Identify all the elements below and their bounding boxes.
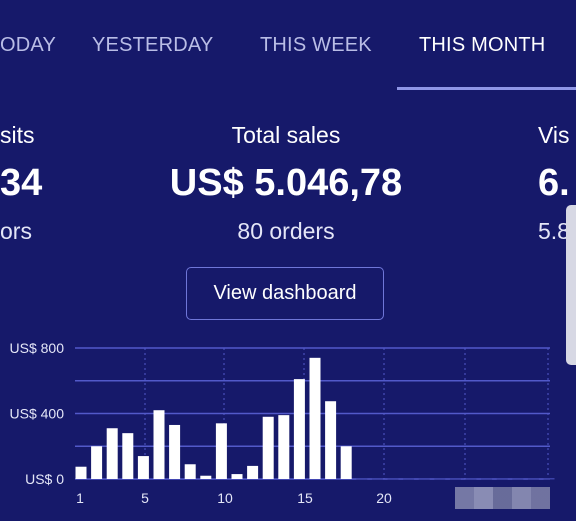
bar-day-8: [184, 464, 196, 479]
bar-day-22: [403, 478, 415, 480]
bar-day-30: [527, 478, 539, 480]
bar-day-11: [231, 474, 243, 479]
x-tick-label: 5: [141, 490, 149, 506]
stat-visitors-label: Vis: [538, 122, 570, 148]
bar-day-19: [356, 478, 368, 480]
scrollbar-handle[interactable]: [566, 205, 576, 365]
stat-visits-value: 34: [0, 162, 43, 204]
bar-day-3: [106, 428, 118, 479]
bar-day-1: [75, 466, 87, 479]
bar-day-10: [215, 423, 227, 479]
stat-visitors-value: 6.: [538, 162, 570, 204]
tab-today[interactable]: ODAY: [0, 34, 56, 56]
bar-day-20: [371, 478, 383, 480]
bar-day-5: [137, 456, 149, 479]
orders-count: 80 orders: [237, 218, 335, 244]
bar-day-18: [340, 446, 352, 479]
bar-day-26: [465, 478, 477, 480]
bar-day-9: [200, 475, 212, 479]
obscured-label: [455, 487, 550, 509]
stat-visits-sub: ors: [0, 218, 32, 244]
bar-day-24: [434, 478, 446, 480]
tab-this-month[interactable]: THIS MONTH: [419, 34, 546, 56]
bar-day-27: [481, 478, 493, 480]
y-tick-label: US$ 0: [25, 471, 64, 487]
x-tick-label: 1: [76, 490, 84, 506]
bar-day-12: [247, 465, 259, 479]
stat-visits-label: sits: [0, 122, 35, 148]
x-tick-label: 20: [376, 490, 392, 506]
bar-day-29: [512, 478, 524, 480]
bar-day-13: [262, 416, 274, 479]
total-sales-value: US$ 5.046,78: [169, 162, 403, 204]
bar-day-4: [122, 433, 134, 479]
view-dashboard-button[interactable]: View dashboard: [186, 267, 384, 320]
bar-day-21: [387, 478, 399, 480]
bar-day-31: [543, 478, 555, 480]
tab-yesterday[interactable]: YESTERDAY: [92, 34, 214, 56]
bar-day-15: [293, 379, 305, 479]
y-tick-label: US$ 400: [10, 406, 65, 422]
bar-day-16: [309, 357, 321, 479]
bar-day-23: [418, 478, 430, 480]
x-tick-label: 15: [297, 490, 313, 506]
stat-visitors-sub: 5.8: [538, 218, 570, 244]
bar-day-28: [496, 478, 508, 480]
y-tick-label: US$ 800: [10, 340, 65, 356]
bar-day-25: [449, 478, 461, 480]
tab-this-week[interactable]: THIS WEEK: [260, 34, 372, 56]
bar-day-7: [169, 424, 181, 479]
bar-day-2: [91, 446, 103, 479]
bar-day-14: [278, 415, 290, 479]
x-tick-label: 10: [217, 490, 233, 506]
total-sales-label: Total sales: [231, 122, 341, 148]
period-tab-bar: ODAY YESTERDAY THIS WEEK THIS MONTH: [0, 0, 576, 92]
bar-day-6: [153, 410, 165, 479]
bar-day-17: [325, 401, 337, 479]
active-tab-indicator: [397, 87, 576, 90]
